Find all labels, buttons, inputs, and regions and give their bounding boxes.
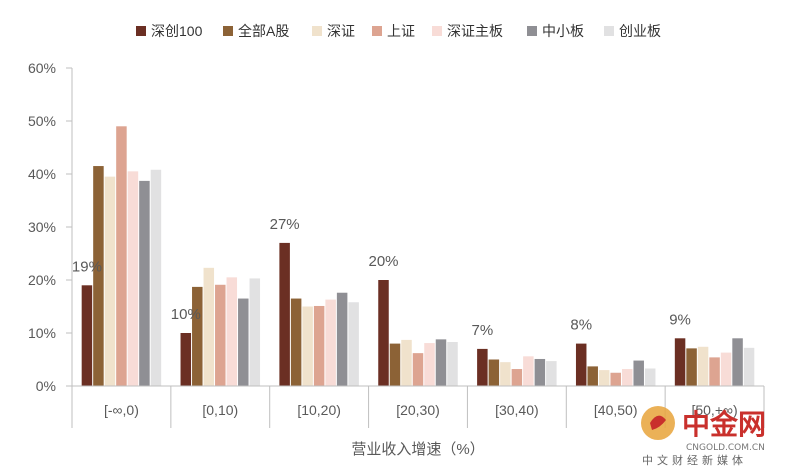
bar-3-5 [610,372,621,386]
legend-swatch-3 [372,26,382,36]
legend-label-2: 深证 [327,23,355,39]
x-tick-label-5: [40,50) [594,402,638,418]
data-labels: 19% 10% 27% 20% 7% 8% 9% [72,216,691,339]
watermark-logo-text: 中金网 [682,408,766,441]
x-tick-label-4: [30,40) [495,402,539,418]
bar-4-5 [621,369,633,386]
legend-swatch-6 [604,26,614,36]
bar-0-5 [575,343,587,386]
legend-swatch-0 [136,26,146,36]
bar-6-2 [348,302,359,386]
y-tick-label: 20% [28,272,56,288]
x-tick-label-2: [10,20) [297,402,341,418]
bar-4-2 [325,299,336,386]
y-tick-label: 0% [36,378,56,394]
bar-3-4 [511,369,523,386]
bar-0-4 [477,348,488,386]
y-axis: 0% 10% 20% 30% 40% 50% 60% [28,60,73,394]
bar-3-1 [215,284,226,386]
legend-label-0: 深创100 [151,23,203,39]
bar-6-3 [447,342,458,386]
y-tick-label: 30% [28,219,56,235]
bar-1-0 [93,166,104,386]
bar-1-1 [192,286,203,386]
bar-1-6 [686,348,697,386]
y-tick-label: 10% [28,325,56,341]
bar-0-6 [674,338,686,386]
legend: 深创100 全部A股 深证 上证 深证主板 中小板 创业板 [136,23,661,39]
bar-5-2 [336,292,348,386]
bar-2-4 [500,362,511,386]
bar-5-0 [139,180,150,386]
bar-4-4 [523,356,534,386]
bar-3-6 [709,357,720,386]
bar-1-2 [290,298,302,386]
bar-5-4 [534,358,546,386]
data-label-6: 9% [669,311,691,328]
bar-4-0 [127,171,139,386]
legend-label-6: 创业板 [619,23,661,39]
legend-label-5: 中小板 [542,23,584,39]
bar-6-1 [249,278,261,386]
bar-5-1 [238,298,249,386]
x-tick-label-0: [-∞,0) [104,402,139,418]
y-tick-label: 40% [28,166,56,182]
bar-4-3 [424,343,435,386]
data-label-3: 20% [368,253,398,270]
bar-6-5 [644,368,656,386]
bar-6-0 [150,169,162,386]
watermark-tagline: 中文财经新媒体 [642,453,747,467]
legend-label-4: 深证主板 [447,23,503,39]
bar-2-3 [401,339,412,386]
bar-3-2 [313,305,325,386]
legend-label-3: 上证 [387,23,415,39]
bar-2-6 [697,346,709,386]
x-axis-title: 营业收入增速（%） [351,441,484,458]
legend-swatch-1 [223,26,233,36]
bar-3-3 [412,353,424,386]
bar-2-5 [598,370,610,386]
bar-2-2 [302,306,313,386]
data-label-5: 8% [570,317,592,334]
x-tick-label-3: [20,30) [396,402,440,418]
data-label-0: 19% [72,258,102,275]
x-tick-label-1: [0,10) [202,402,238,418]
bar-0-1 [180,333,192,386]
y-tick-label: 50% [28,113,56,129]
bar-2-0 [104,176,116,386]
bar-4-1 [226,277,238,386]
data-label-1: 10% [171,306,201,323]
watermark-domain: CNGOLD.COM.CN [686,443,765,453]
bar-5-3 [435,339,447,386]
bar-4-6 [720,352,732,386]
data-label-2: 27% [270,216,300,233]
bars [81,126,755,387]
bar-1-4 [488,359,500,386]
bar-0-0 [81,285,93,386]
bar-6-4 [546,361,557,386]
x-tick-label-6: [50,+∞) [691,402,737,418]
bar-3-0 [116,126,127,387]
x-axis: [-∞,0) [0,10) [10,20) [20,30) [30,40) [40,50)… [71,385,765,428]
bar-1-5 [587,366,598,386]
logo-swirl-icon [650,415,666,430]
bar-5-5 [633,360,644,386]
bar-0-3 [378,280,389,386]
legend-swatch-2 [312,26,322,36]
y-tick-label: 60% [28,60,56,76]
bar-1-3 [389,343,401,386]
bar-6-6 [743,347,755,386]
legend-swatch-4 [432,26,442,36]
legend-label-1: 全部A股 [238,23,289,39]
legend-swatch-5 [527,26,537,36]
bar-5-6 [732,338,743,386]
data-label-4: 7% [472,322,494,339]
watermark-logo: 中金网 CNGOLD.COM.CN 中文财经新媒体 [641,406,766,467]
bar-0-2 [279,242,290,386]
bar-2-1 [203,267,215,386]
